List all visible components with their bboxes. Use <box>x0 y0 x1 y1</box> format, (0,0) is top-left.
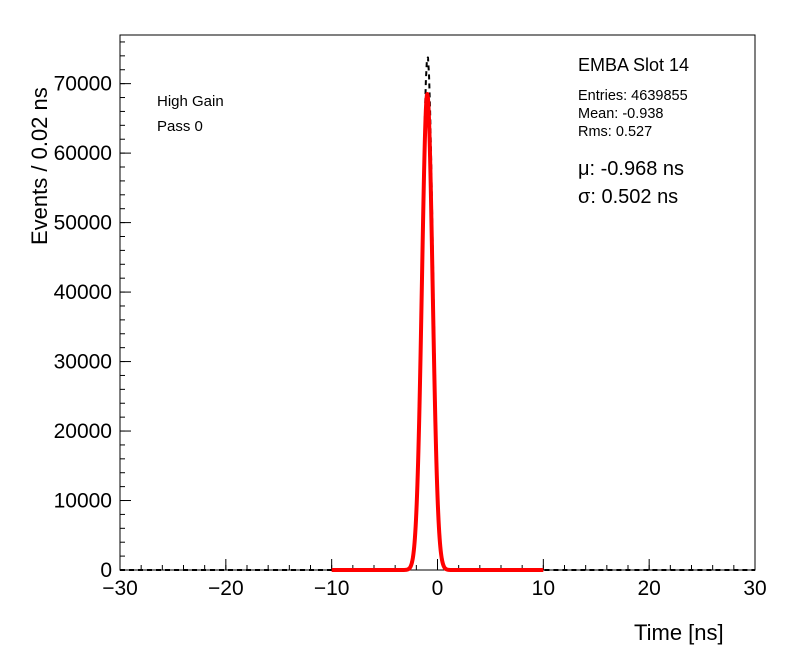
y-tick-label: 0 <box>100 559 112 582</box>
x-tick-label: −30 <box>102 577 138 600</box>
gain-mode-label: High Gain <box>157 93 224 110</box>
y-tick-label: 70000 <box>54 73 112 96</box>
detector-label: EMBA Slot 14 <box>578 55 690 75</box>
x-axis-title: Time [ns] <box>634 620 724 645</box>
y-tick-label: 20000 <box>54 420 112 443</box>
x-tick-label: 30 <box>743 577 766 600</box>
fit-mu-label: μ: -0.968 ns <box>578 158 685 180</box>
gaussian-fit-curve <box>330 92 545 572</box>
stat-entries: Entries: 4639855 <box>578 88 688 104</box>
stat-mean: Mean: -0.938 <box>578 106 664 122</box>
y-tick-label: 30000 <box>54 351 112 374</box>
x-tick-label: 10 <box>532 577 555 600</box>
y-axis-title: Events / 0.02 ns <box>27 87 52 245</box>
y-tick-label: 50000 <box>54 212 112 235</box>
y-tick-label: 10000 <box>54 490 112 513</box>
y-tick-label: 40000 <box>54 281 112 304</box>
x-tick-label: −20 <box>208 577 244 600</box>
x-tick-label: 0 <box>432 577 444 600</box>
pass-label: Pass 0 <box>157 118 203 135</box>
y-tick-label: 60000 <box>54 142 112 165</box>
fit-sigma-label: σ: 0.502 ns <box>578 186 679 208</box>
stat-rms: Rms: 0.527 <box>578 124 653 140</box>
x-tick-label: −10 <box>314 577 350 600</box>
x-tick-label: 20 <box>637 577 660 600</box>
